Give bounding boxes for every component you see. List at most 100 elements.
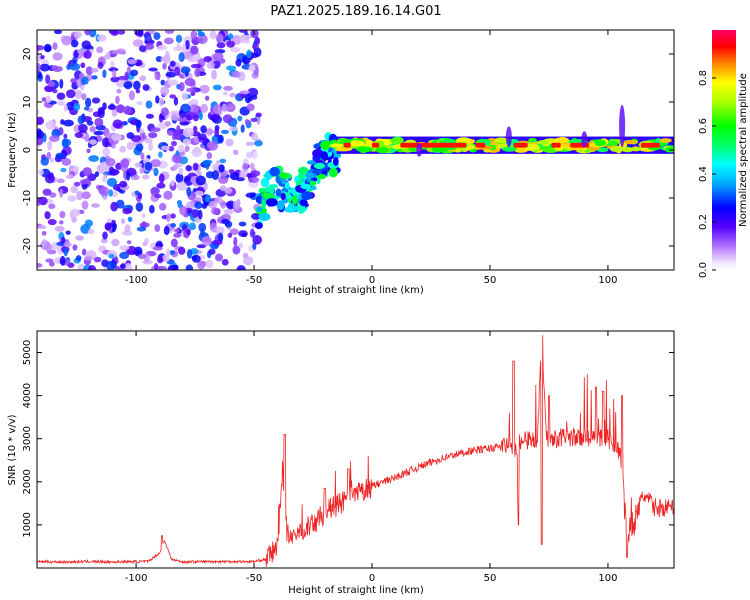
heatmap-cell [83, 106, 90, 111]
heatmap-cell [142, 84, 150, 91]
heatmap-cell [135, 89, 141, 94]
heatmap-cell [135, 143, 144, 152]
heatmap-cell [190, 63, 202, 69]
heatmap-cell [134, 162, 143, 168]
heatmap-cell [148, 132, 158, 139]
heatmap-cell [178, 144, 185, 153]
heatmap-cell [310, 185, 317, 191]
heatmap-cell [110, 60, 115, 69]
colorbar-tick-label: 0.0 [698, 262, 709, 278]
heatmap-cell [37, 62, 41, 73]
heatmap-cell [198, 111, 203, 121]
heatmap-cell [494, 137, 510, 144]
heatmap-cell [37, 262, 43, 268]
heatmap-cell [76, 78, 83, 88]
heatmap-cell [97, 61, 104, 69]
heatmap-cell [177, 116, 187, 123]
heatmap-cell [192, 125, 198, 133]
heatmap-cell [52, 42, 58, 51]
heatmap-cell [107, 104, 117, 111]
heatmap-cell [280, 192, 286, 200]
heatmap-cell [194, 190, 204, 197]
heatmap-cell [186, 228, 191, 236]
heatmap-cell [458, 146, 467, 152]
heatmap-cell [63, 133, 68, 139]
heatmap-cell [79, 179, 90, 185]
heatmap-cell [375, 146, 390, 154]
heatmap-cell [37, 137, 44, 146]
heatmap-cell [284, 181, 290, 190]
heatmap-cell [317, 173, 327, 180]
heatmap-cell [111, 238, 120, 247]
heatmap-cell [233, 236, 238, 247]
heatmap-cell [253, 47, 262, 58]
heatmap-band-core [551, 142, 561, 148]
heatmap-cell [186, 186, 192, 197]
heatmap-cell [218, 176, 229, 184]
heatmap-cell [190, 91, 196, 97]
snr-x-tick-label: -100 [125, 573, 148, 584]
heatmap-cell [128, 90, 136, 101]
heatmap-cell [119, 145, 127, 153]
heatmap-cell [126, 170, 131, 181]
heatmap-cell [37, 45, 45, 51]
spectrogram-x-tick-label: 50 [484, 275, 497, 286]
heatmap-cell [37, 109, 40, 115]
heatmap-cell [214, 127, 220, 138]
heatmap-cell [59, 255, 66, 266]
heatmap-cell [240, 93, 246, 99]
heatmap-cell [154, 193, 162, 199]
heatmap-cell [153, 32, 161, 40]
snr-x-tick-label: 0 [369, 573, 375, 584]
heatmap-cell [87, 228, 95, 235]
heatmap-cell [77, 115, 85, 125]
heatmap-cell [73, 102, 81, 111]
heatmap-cell [75, 255, 82, 261]
heatmap-cell [265, 198, 278, 207]
heatmap-cell [108, 189, 113, 197]
heatmap-cell [171, 140, 178, 147]
heatmap-cell [556, 136, 569, 144]
heatmap-cell [108, 67, 119, 72]
heatmap-cell [224, 220, 233, 228]
heatmap-cell [169, 94, 176, 99]
heatmap-cell [245, 141, 255, 146]
heatmap-cell [242, 163, 249, 171]
heatmap-cell [176, 42, 181, 51]
heatmap-cell [623, 139, 638, 145]
heatmap-cell [146, 36, 151, 42]
heatmap-cell [160, 56, 166, 62]
heatmap-cell [244, 118, 250, 126]
heatmap-cell [172, 134, 177, 141]
heatmap-cell [134, 190, 140, 196]
heatmap-cell [93, 130, 104, 136]
heatmap-cell [165, 71, 177, 78]
heatmap-cell [200, 125, 207, 134]
heatmap-cell [67, 195, 77, 202]
heatmap-cell [73, 181, 81, 187]
heatmap-cell [170, 238, 178, 248]
heatmap-cell [287, 202, 295, 212]
heatmap-cell [164, 30, 175, 34]
heatmap-cell [184, 110, 195, 121]
heatmap-cell [438, 139, 455, 144]
heatmap-cell [173, 232, 182, 238]
heatmap-cell [229, 228, 239, 235]
heatmap-cell [48, 261, 55, 267]
heatmap-cell [37, 116, 45, 125]
heatmap-cell [135, 202, 144, 212]
heatmap-cell [56, 178, 65, 184]
snr-y-tick-label: 4000 [22, 383, 33, 408]
heatmap-cell [100, 238, 108, 244]
heatmap-cell [90, 67, 99, 73]
heatmap-cell [416, 143, 423, 157]
heatmap-cell [311, 169, 323, 175]
heatmap-cell [198, 222, 207, 233]
heatmap-cell [39, 63, 51, 72]
heatmap-cell [212, 104, 223, 115]
heatmap-cell [306, 160, 316, 165]
heatmap-cell [256, 206, 263, 213]
heatmap-cell [155, 95, 160, 104]
heatmap-cell [390, 137, 404, 145]
